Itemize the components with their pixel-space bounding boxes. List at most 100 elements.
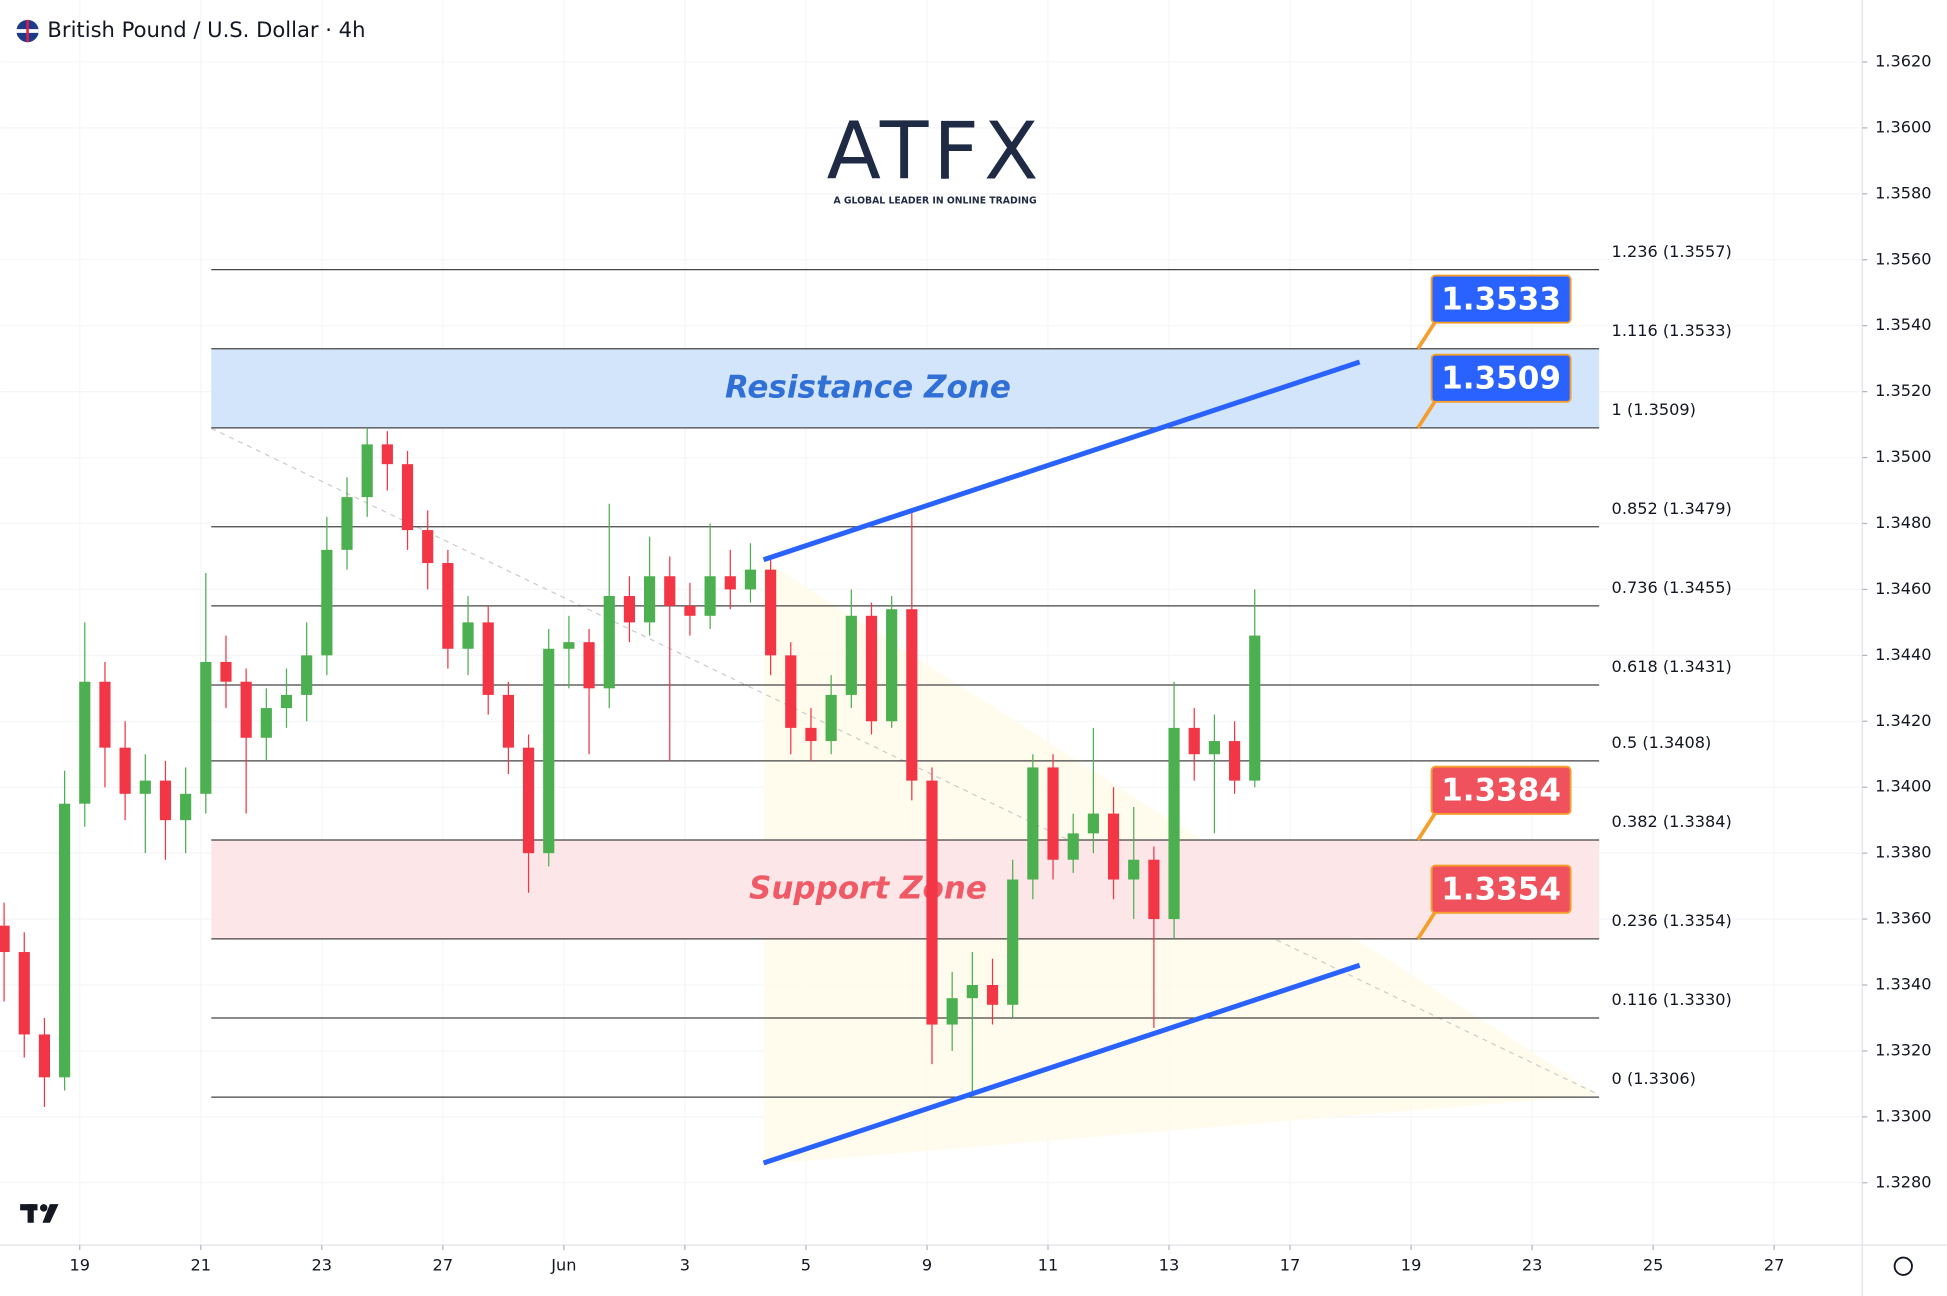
y-tick-label: 1.3420 [1875,711,1931,730]
candle-body [966,985,978,999]
candle-body [704,576,716,616]
candle-body [1067,833,1079,860]
candle-body [623,596,636,623]
fib-label: 0.382 (1.3384) [1612,812,1732,831]
y-tick-label: 1.3500 [1875,447,1931,466]
x-tick-label: 23 [1522,1256,1543,1275]
fib-label: 0.736 (1.3455) [1612,578,1732,597]
candle-body [1027,767,1039,880]
candle-body [381,444,393,465]
tv-logo [20,1204,59,1223]
candle-body [825,694,837,742]
logo: ATFX [827,104,1044,197]
candle-body [482,622,494,695]
candle-body [1107,813,1120,880]
chart-title: British Pound / U.S. Dollar · 4h [47,17,365,42]
candle-body [986,985,999,1005]
candle-body [1047,767,1059,860]
candle-body [180,793,192,821]
candle-body [865,615,878,722]
candle-body [1188,727,1200,755]
candle-body [886,609,898,722]
y-tick-label: 1.3320 [1875,1040,1931,1059]
candle-body [119,747,131,794]
price-tag [1430,765,1572,815]
zone-label: Resistance Zone [725,369,1011,405]
candle-body [1007,879,1019,1005]
candle-body [442,563,454,649]
y-tick-label: 1.3520 [1875,381,1931,400]
candle-body [301,655,313,695]
y-tick-label: 1.3540 [1875,315,1931,334]
candle-body [502,694,514,748]
candle-body [1128,859,1140,880]
candle-body [462,622,474,649]
candle-body [79,681,91,804]
y-tick-label: 1.3580 [1875,183,1931,202]
price-tag-label: 1.3384 [1441,773,1561,809]
price-tag [1430,864,1572,914]
candle-body [664,576,676,606]
candle-body [724,576,736,590]
price-tag [1430,353,1572,403]
y-tick-label: 1.3340 [1875,975,1931,994]
fib-label: 1.236 (1.3557) [1612,242,1732,261]
candle-body [260,708,272,738]
fib-label: 0.116 (1.3330) [1612,990,1732,1009]
fib-label: 0.5 (1.3408) [1612,733,1712,752]
candle-body [845,615,857,695]
y-tick-label: 1.3440 [1875,645,1931,664]
candle-body [603,596,615,689]
diagonal-guide [211,427,1600,1096]
candle-body [422,530,434,564]
fib-label: 1.116 (1.3533) [1612,321,1732,340]
candle-body [0,925,10,953]
y-tick-label: 1.3360 [1875,909,1931,928]
candle-body [583,642,595,689]
zone-label: Support Zone [749,870,987,906]
candle-body [765,569,777,656]
candle-body [906,609,918,781]
x-tick-label: 23 [312,1256,333,1275]
candle-body [684,605,696,616]
candle-body [522,747,535,854]
overlay: 1.3533 1.3509 1.3384 1.3354 [762,274,1572,1166]
y-tick-label: 1.3600 [1875,117,1931,136]
candle-body [1228,741,1241,781]
y-tick-label: 1.3380 [1875,843,1931,862]
y-tick-label: 1.3300 [1875,1106,1931,1125]
price-tag [1430,274,1572,324]
zone [211,348,1600,428]
trendline [762,359,1361,563]
x-tick-label: 19 [69,1256,90,1275]
candle-body [1148,859,1160,920]
x-tick-label: 27 [1764,1256,1785,1275]
zones: Resistance Zone Support Zone [211,348,1600,939]
axes: 1.3280 1.3300 1.3320 1.3340 1.3360 1.3380 1.34… [69,51,1931,1274]
fib-label: 0.236 (1.3354) [1612,911,1732,930]
candle-body [139,780,151,794]
candle-body [805,727,817,742]
candle-body [785,655,797,728]
zone [211,839,1600,939]
y-tick-label: 1.3280 [1875,1172,1931,1191]
x-tick-label: 27 [433,1256,454,1275]
candle-body [644,576,656,623]
fib-label: 1 (1.3509) [1612,400,1696,419]
candle-body [59,803,71,1078]
fib-levels: 1.236 (1.3557) 1.116 (1.3533) 1 (1.3509) 0.… [211,242,1732,1098]
x-tick-label: 3 [680,1256,690,1275]
candle-body [220,661,232,682]
settings-icon[interactable] [1893,1256,1913,1276]
candle-body [361,444,373,498]
x-tick-label: 5 [801,1256,811,1275]
y-tick-label: 1.3460 [1875,579,1931,598]
candle-body [280,694,293,709]
fib-label: 0.852 (1.3479) [1612,499,1732,518]
tv-logo-part [27,1204,34,1223]
logo-tagline: A GLOBAL LEADER IN ONLINE TRADING [833,196,1036,207]
x-tick-label: 19 [1401,1256,1422,1275]
price-tag-label: 1.3354 [1441,871,1561,907]
candle-body [240,681,252,738]
